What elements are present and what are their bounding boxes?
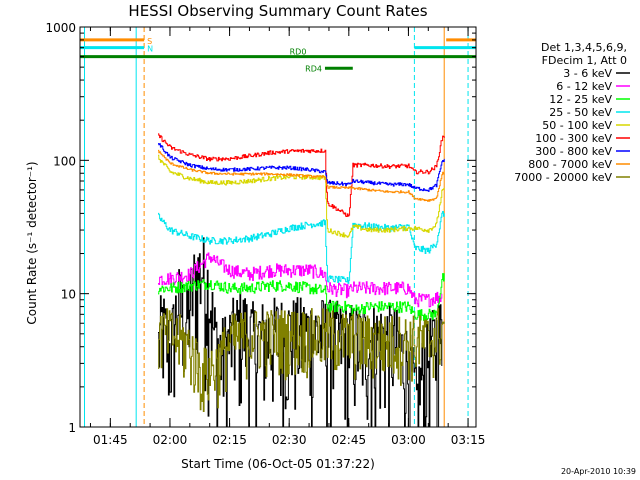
- x-tick-label: 03:00: [391, 433, 426, 447]
- data-layer: [80, 27, 476, 427]
- y-axis-label: Count Rate (s⁻¹ detector⁻¹): [25, 161, 39, 324]
- annotation-label: RD4: [305, 64, 322, 73]
- series-line: [158, 252, 443, 308]
- annotation-label: N: [147, 45, 153, 54]
- legend-entry-label: 6 - 12 keV: [556, 80, 612, 93]
- annotation-label: RD0: [290, 48, 307, 57]
- legend-entry-label: 7000 - 20000 keV: [514, 171, 612, 184]
- x-tick-label: 02:45: [332, 433, 367, 447]
- legend-entry-label: 25 - 50 keV: [549, 106, 612, 119]
- x-tick-label: 01:45: [93, 433, 128, 447]
- series-line: [158, 143, 445, 192]
- legend-entry-label: 300 - 800 keV: [535, 145, 612, 158]
- legend: Det 1,3,4,5,6,9,FDecim 1, Att 03 - 6 keV…: [514, 41, 630, 184]
- x-tick-label: 03:15: [451, 433, 486, 447]
- y-tick-label: 10: [61, 288, 76, 302]
- annotation-label: S: [147, 37, 152, 46]
- y-tick-label: 1: [68, 421, 76, 435]
- series-line: [158, 211, 445, 284]
- y-tick-label: 100: [53, 154, 76, 168]
- legend-entry-label: 50 - 100 keV: [542, 119, 612, 132]
- axes-layer: SN RD0 RD4 1 10 100 1000 01:45 02:00 02:15 02:30 02…: [45, 21, 485, 447]
- series-line: [158, 154, 445, 238]
- x-tick-label: 02:15: [212, 433, 247, 447]
- legend-entry-label: 100 - 300 keV: [535, 132, 612, 145]
- series-line: [158, 237, 443, 427]
- footer-timestamp: 20-Apr-2010 10:39: [561, 467, 636, 476]
- x-tick-label: 02:00: [153, 433, 188, 447]
- legend-entry-label: 12 - 25 keV: [549, 93, 612, 106]
- series-line: [158, 149, 445, 202]
- series-line: [158, 273, 445, 321]
- y-tick-label: 1000: [45, 21, 76, 35]
- series-line: [158, 133, 445, 217]
- legend-entry-label: 800 - 7000 keV: [528, 158, 612, 171]
- legend-entry-label: 3 - 6 keV: [563, 67, 612, 80]
- legend-title: FDecim 1, Att 0: [542, 54, 627, 67]
- chart-title: HESSI Observing Summary Count Rates: [128, 2, 427, 20]
- plot-frame: [79, 26, 477, 428]
- series-line: [158, 308, 445, 412]
- x-tick-label: 02:30: [272, 433, 307, 447]
- legend-title: Det 1,3,4,5,6,9,: [541, 41, 627, 54]
- x-axis-label: Start Time (06-Oct-05 01:37:22): [181, 457, 375, 471]
